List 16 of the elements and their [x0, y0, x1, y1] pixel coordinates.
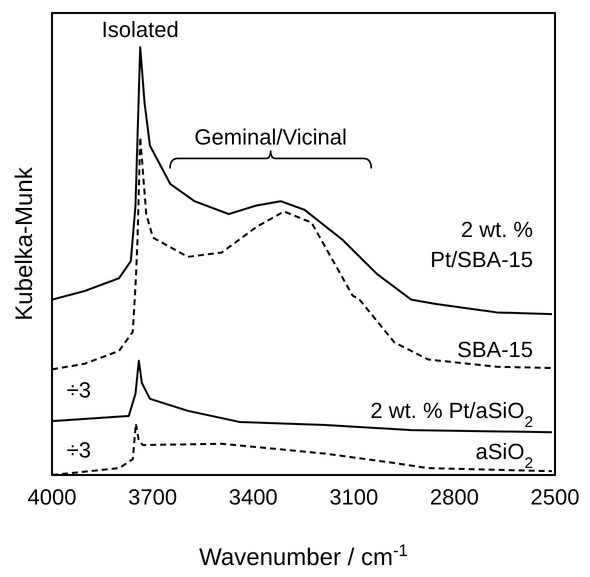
y-axis-title: Kubelka-Munk	[11, 166, 38, 321]
x-tick-label: 2500	[530, 484, 580, 510]
series-label: aSiO$_{2}$	[476, 439, 533, 472]
series-label: 2 wt. % Pt/aSiO$_{2}$	[370, 398, 533, 431]
x-tick-label: 2800	[430, 484, 479, 510]
annotation: Geminal/Vicinal	[194, 124, 347, 150]
annotation: ÷3	[66, 437, 91, 462]
annotation: ÷3	[66, 377, 91, 402]
x-tick-label: 3400	[228, 484, 278, 510]
series-label: 2 wt. % Pt/SBA-15	[430, 217, 533, 272]
x-tick-label: 3100	[329, 484, 378, 510]
series-label: SBA-15	[457, 337, 533, 362]
x-axis-title: Wavenumber / cm$^{-1}$	[199, 540, 408, 571]
annotation: Isolated	[102, 17, 179, 42]
x-tick-label: 3700	[128, 484, 178, 510]
x-tick-label: 4000	[28, 484, 76, 510]
